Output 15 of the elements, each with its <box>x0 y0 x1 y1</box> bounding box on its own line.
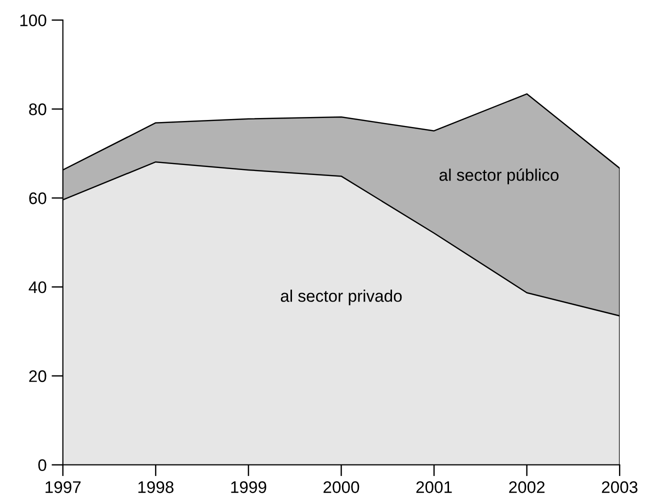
y-tick-label: 60 <box>29 192 46 204</box>
x-tick-label: 1997 <box>46 481 81 494</box>
y-tick-label: 20 <box>29 370 46 382</box>
y-tick-label: 40 <box>28 281 46 294</box>
series-label: al sector público <box>439 168 559 184</box>
y-tick-label: 80 <box>29 103 46 116</box>
series-label: al sector privado <box>280 290 402 306</box>
x-tick-label: 2003 <box>602 481 638 494</box>
x-tick-label: 2002 <box>509 481 545 494</box>
x-tick-label: 2001 <box>416 481 452 494</box>
x-tick-label: 2000 <box>324 481 360 494</box>
x-tick-label: 1998 <box>138 481 174 494</box>
x-tick-label: 1999 <box>231 481 266 494</box>
y-tick-label: 0 <box>38 459 46 472</box>
y-tick-label: 100 <box>20 14 46 26</box>
